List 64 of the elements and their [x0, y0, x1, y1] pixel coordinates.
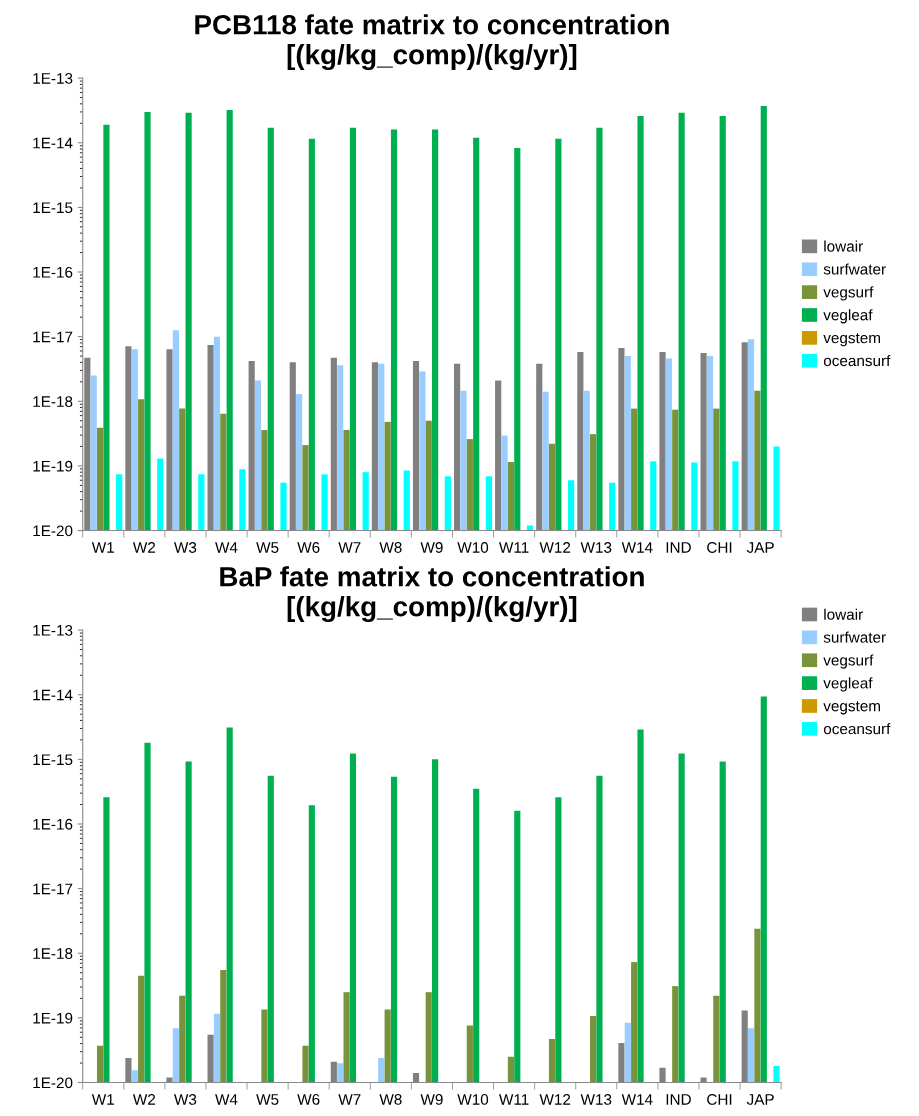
legend-label: lowair — [824, 608, 863, 620]
legend-label: lowair — [824, 240, 863, 252]
y-tick-label: 1E-19 — [33, 1012, 73, 1024]
x-tick-label: W6 — [297, 542, 320, 553]
x-tick-label: W1 — [91, 1094, 114, 1105]
x-tick-label: JAP — [746, 1094, 774, 1105]
x-tick-label: IND — [666, 1094, 691, 1105]
y-tick-label: 1E-14 — [33, 689, 73, 701]
legend-label: vegsurf — [823, 286, 874, 301]
x-tick-label: W14 — [621, 542, 653, 553]
legend-label: surfwater — [823, 631, 886, 643]
legend-label: vegsurf — [823, 654, 874, 669]
x-tick-label: W2 — [132, 1094, 156, 1105]
x-tick-label: W12 — [539, 542, 571, 553]
x-tick-label: W11 — [499, 542, 529, 553]
legend-label: vegstem — [823, 333, 880, 347]
legend-label: oceansurf — [823, 354, 891, 367]
legend-label: vegleaf — [823, 309, 873, 324]
legend-label: surfwater — [823, 263, 886, 275]
x-tick-label: W8 — [379, 1094, 402, 1105]
legend-label: vegleaf — [823, 677, 873, 692]
x-tick-label: W3 — [174, 542, 197, 553]
x-tick-label: W13 — [580, 1094, 612, 1105]
x-tick-label: W4 — [215, 1094, 238, 1105]
x-tick-label: JAP — [746, 542, 774, 553]
y-tick-label: 1E-17 — [33, 331, 73, 343]
x-tick-label: W4 — [215, 542, 238, 553]
x-tick-label: CHI — [707, 542, 732, 553]
x-tick-label: W14 — [621, 1094, 653, 1105]
x-tick-label: W7 — [338, 542, 361, 553]
x-tick-label: W10 — [457, 1094, 489, 1105]
y-tick-label: 1E-17 — [33, 883, 73, 895]
y-tick-label: 1E-15 — [33, 754, 73, 766]
x-tick-label: W13 — [580, 542, 612, 553]
x-tick-label: W2 — [132, 542, 156, 553]
x-tick-label: W8 — [379, 542, 402, 553]
y-tick-label: 1E-18 — [33, 948, 73, 959]
x-tick-label: W5 — [256, 1094, 279, 1105]
x-tick-label: IND — [666, 542, 691, 553]
y-tick-label: 1E-20 — [33, 525, 73, 537]
x-tick-label: W12 — [539, 1094, 571, 1105]
y-tick-label: 1E-19 — [33, 460, 73, 472]
y-tick-label: 1E-13 — [33, 72, 73, 84]
y-tick-label: 1E-20 — [33, 1077, 73, 1089]
x-tick-label: W1 — [91, 542, 114, 553]
y-tick-label: 1E-18 — [33, 396, 73, 407]
legend-label: oceansurf — [823, 723, 891, 735]
x-tick-label: W10 — [457, 542, 489, 553]
x-tick-label: W7 — [338, 1094, 361, 1105]
x-tick-label: W5 — [256, 542, 279, 553]
chart-title: BaP fate matrix to concentration [(kg/kg_comp)/(kg/yr)] — [220, 566, 644, 623]
y-tick-label: 1E-16 — [33, 266, 73, 278]
x-tick-label: CHI — [707, 1094, 732, 1105]
x-tick-label: W3 — [174, 1094, 197, 1105]
x-tick-label: W6 — [297, 1094, 320, 1105]
y-tick-label: 1E-15 — [33, 202, 73, 214]
y-tick-label: 1E-16 — [33, 818, 73, 830]
y-tick-label: 1E-14 — [33, 137, 73, 149]
chart-title: PCB118 fate matrix to concentration [(kg/kg_comp)/(kg/yr)] — [195, 14, 669, 71]
x-tick-label: W9 — [420, 1094, 443, 1105]
x-tick-label: W9 — [420, 542, 443, 553]
y-tick-label: 1E-13 — [33, 624, 73, 636]
legend-label: vegstem — [823, 701, 880, 715]
x-tick-label: W11 — [499, 1094, 529, 1105]
